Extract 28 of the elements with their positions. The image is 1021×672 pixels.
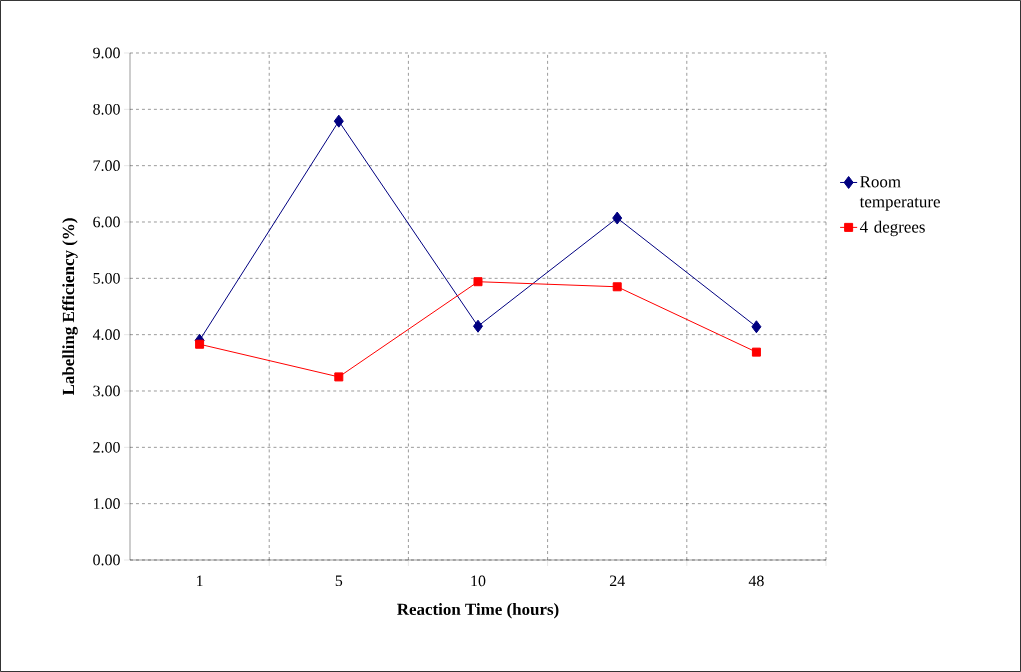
point — [612, 282, 622, 292]
point — [195, 339, 205, 349]
y-tick-label: 7.00 — [93, 160, 120, 172]
y-tick-label: 8.00 — [93, 103, 120, 115]
x-tick-label: 48 — [748, 575, 764, 587]
x-tick-label: 10 — [471, 575, 486, 587]
point — [612, 211, 623, 225]
point — [333, 114, 344, 128]
x-tick-label: 24 — [609, 575, 625, 587]
legend-label: Room temperature — [859, 176, 940, 211]
point — [473, 277, 483, 287]
y-tick-label: 4.00 — [92, 329, 120, 341]
y-tick-label: 5.00 — [93, 272, 120, 284]
x-tick-label: 1 — [197, 575, 203, 587]
y-axis-title: Labelling Efficiency (%) — [62, 218, 78, 396]
point — [751, 347, 761, 357]
y-tick-label: 3.00 — [93, 385, 120, 397]
point — [473, 319, 483, 333]
x-axis-title: Reaction Time (hours) — [397, 603, 559, 619]
y-tick-label: 6.00 — [93, 216, 120, 228]
point — [751, 320, 762, 334]
point — [334, 372, 344, 382]
legend-label: 4 degrees — [859, 220, 925, 237]
y-tick-label: 1.00 — [93, 498, 120, 510]
y-tick-label: 9.00 — [93, 47, 120, 59]
y-tick-label: 2.00 — [93, 441, 120, 453]
y-tick-label: 0.00 — [93, 554, 120, 566]
x-tick-label: 5 — [335, 575, 343, 587]
